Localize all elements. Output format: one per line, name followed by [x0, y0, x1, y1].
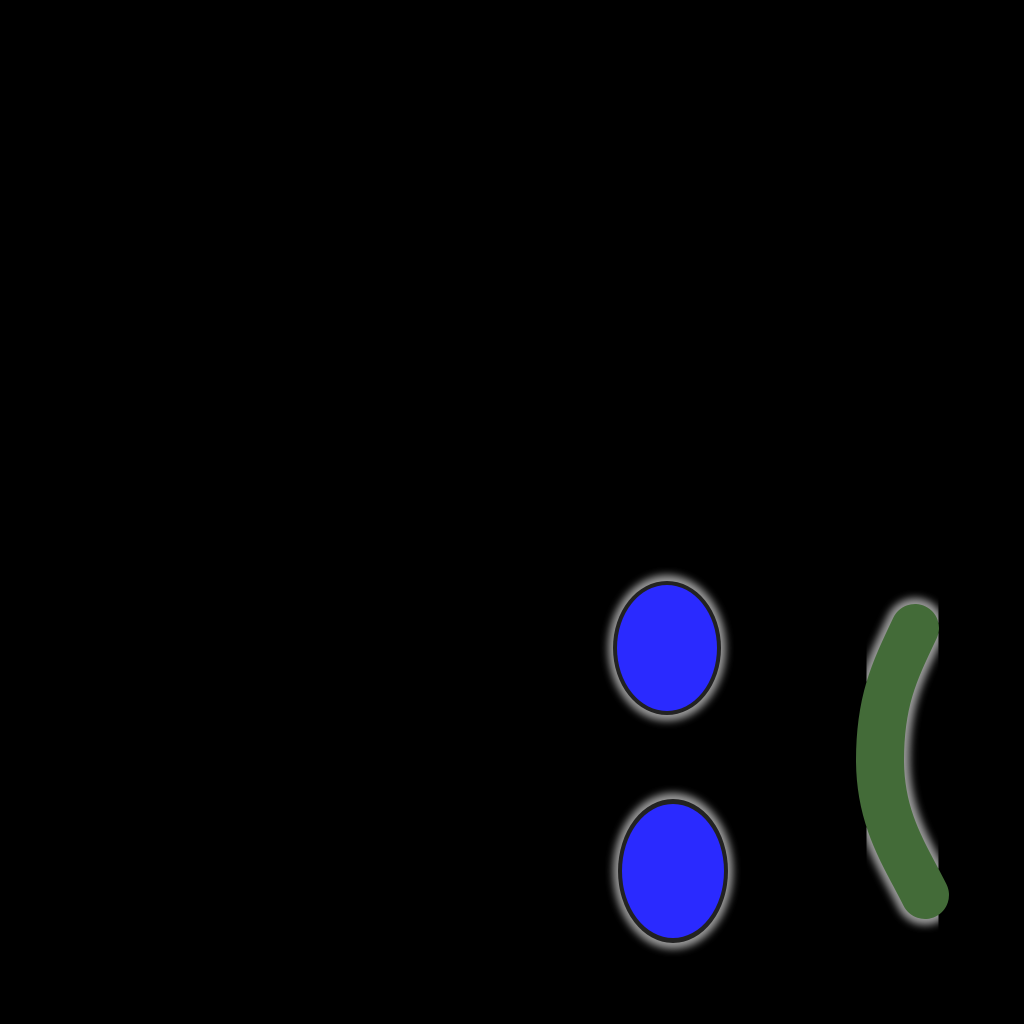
green-arc-stroke: [849, 598, 955, 925]
upper-blue-ellipse: [608, 575, 726, 721]
green-arc-stroke-body: [855, 604, 949, 919]
lower-blue-ellipse-body: [622, 804, 724, 938]
lower-blue-ellipse: [613, 793, 733, 949]
upper-blue-ellipse-body: [617, 585, 717, 711]
